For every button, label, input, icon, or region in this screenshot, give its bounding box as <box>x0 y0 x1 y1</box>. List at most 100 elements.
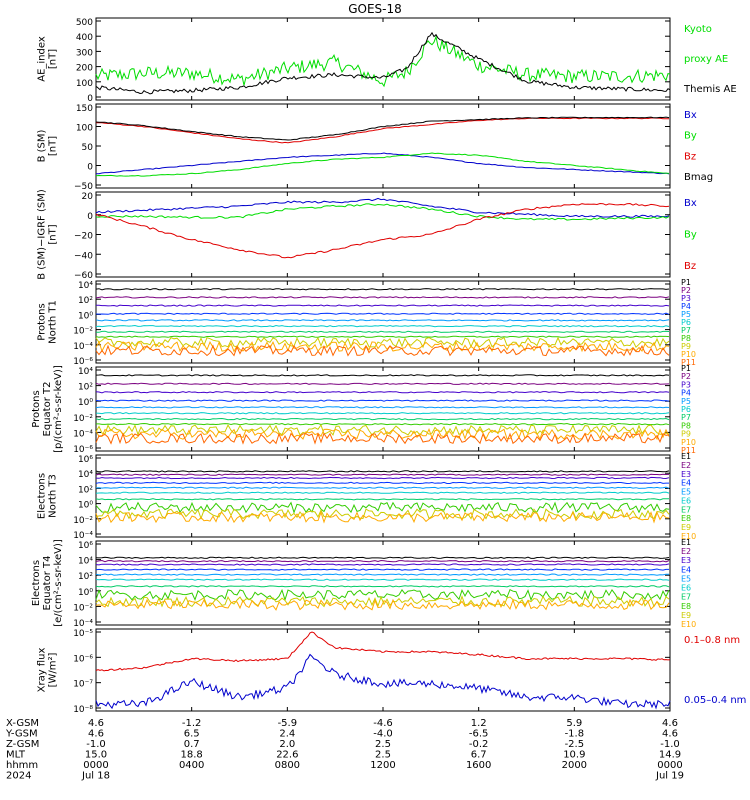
y-tick-label: 10⁻⁴ <box>73 619 93 629</box>
y-tick-label: 100 <box>76 124 93 134</box>
ephemeris-value: 0000 <box>83 760 108 771</box>
legend-entry: P11 <box>681 446 696 455</box>
series-p2 <box>95 296 670 299</box>
ephemeris-label: X-GSM <box>6 718 39 729</box>
series-p1 <box>95 288 670 291</box>
legend-entry: E1 <box>681 452 691 461</box>
ephemeris-value: Jul 19 <box>655 771 684 782</box>
ephemeris-value: 4.6 <box>662 718 678 729</box>
y-tick-label: 10⁻⁴ <box>73 531 93 541</box>
y-tick-label: 10⁻⁶ <box>73 445 93 455</box>
legend-entry: E7 <box>681 505 691 514</box>
y-tick-label: 0 <box>87 163 93 173</box>
y-tick-label: 10⁴ <box>78 367 93 377</box>
y-axis-label: [W/m²] <box>48 652 59 687</box>
legend-entry: E4 <box>681 565 691 574</box>
series-p11 <box>95 432 670 445</box>
plot-title: GOES-18 <box>348 2 402 16</box>
ephemeris-value: -2.5 <box>565 739 585 750</box>
ephemeris-value: -1.0 <box>86 739 106 750</box>
legend-entry: E10 <box>681 532 696 541</box>
legend-entry: Bx <box>684 110 697 121</box>
series-e10 <box>95 598 670 611</box>
ephemeris-label: 2024 <box>6 771 31 782</box>
series-bz <box>95 202 670 259</box>
ephemeris-label: Z-GSM <box>6 739 39 750</box>
y-tick-label: 10⁻⁵ <box>73 629 93 639</box>
legend-entry: P1 <box>681 278 691 287</box>
legend-entry: E4 <box>681 479 691 488</box>
y-axis-label: AE_index <box>37 36 48 82</box>
series-e7 <box>95 585 670 588</box>
ephemeris-value: 18.8 <box>181 750 203 761</box>
legend-entry: P4 <box>681 302 691 311</box>
series-e6 <box>95 578 670 581</box>
series-e5 <box>95 486 670 489</box>
ephemeris-value: 2.5 <box>375 750 391 761</box>
series-e8 <box>95 588 670 602</box>
y-axis-label: North T3 <box>48 474 59 518</box>
series-p8 <box>95 335 670 338</box>
series-e3 <box>95 563 670 566</box>
y-tick-label: 10⁴ <box>78 557 93 567</box>
y-axis-label: North T1 <box>48 300 59 344</box>
legend-entry: P3 <box>681 380 691 389</box>
ephemeris-value: -0.2 <box>469 739 489 750</box>
y-tick-label: 400 <box>76 33 93 43</box>
y-axis-label: Equator T2 <box>42 382 53 437</box>
y-tick-label: 10⁰ <box>78 398 93 408</box>
y-tick-label: 10⁻² <box>73 414 93 424</box>
panel-bigrf: 20 0 −20 −40 −60 B (SM)−IGRF (SM) [nT] Bx By Bz <box>37 189 697 281</box>
series-xray-0 <box>95 631 671 672</box>
series-by <box>95 152 670 177</box>
y-axis-label: Xray flux <box>37 648 48 693</box>
legend-entry: E8 <box>681 602 691 611</box>
legend-entry: P9 <box>681 342 691 351</box>
legend-entry: P8 <box>681 334 691 343</box>
y-tick-label: 10⁻⁴ <box>73 429 93 439</box>
y-tick-label: 150 <box>76 104 93 114</box>
y-axis-label: Electrons <box>37 473 48 519</box>
series-p9 <box>95 423 670 436</box>
ephemeris-table: X-GSMY-GSMZ-GSMMLThhmm20244.64.6-1.015.0… <box>5 718 684 782</box>
legend-entry: 0.05–0.4 nm <box>684 695 746 706</box>
legend-entry: Themis AE <box>683 84 737 95</box>
series-e2 <box>95 473 670 476</box>
legend-entry: E2 <box>681 461 691 470</box>
series-p10 <box>95 340 670 353</box>
legend-entry: P10 <box>681 350 696 359</box>
ephemeris-value: -6.5 <box>469 729 489 740</box>
ephemeris-value: 0800 <box>275 760 300 771</box>
ephemeris-value: 2.0 <box>279 739 295 750</box>
series-e8 <box>95 501 670 514</box>
y-tick-label: 200 <box>76 64 93 74</box>
y-tick-label: 10⁴ <box>78 281 93 291</box>
legend-entry: E1 <box>681 538 691 547</box>
series-p8 <box>96 422 670 426</box>
y-tick-label: 10² <box>78 572 93 582</box>
y-tick-label: 10⁻⁸ <box>73 705 93 715</box>
panel-et4: 10⁶ 10⁴ 10² 10⁰ 10⁻² 10⁻⁴ Electrons Equator T4[… <box>31 538 696 629</box>
legend-entry: P10 <box>681 438 696 447</box>
y-axis-label: [nT] <box>48 49 59 69</box>
y-axis-label: Protons <box>31 390 42 427</box>
series-p11 <box>95 344 670 357</box>
legend-entry: P8 <box>681 421 691 430</box>
y-tick-label: 500 <box>76 18 93 28</box>
y-tick-label: 10⁻² <box>73 603 93 613</box>
series-kyoto-proxy-ae <box>95 34 671 88</box>
panel-pt2: 10⁴ 10² 10⁰ 10⁻² 10⁻⁴ 10⁻⁶ Protons Equator T2 [p… <box>31 364 696 455</box>
y-tick-label: 10⁶ <box>78 541 93 551</box>
ephemeris-value: -5.9 <box>278 718 298 729</box>
ephemeris-value: 4.6 <box>88 729 104 740</box>
y-tick-label: −40 <box>74 251 93 261</box>
legend-entry: E3 <box>681 556 691 565</box>
series-e1 <box>95 470 670 473</box>
series-p6 <box>95 324 670 328</box>
y-tick-label: 10² <box>78 383 93 393</box>
y-tick-label: −50 <box>74 182 93 192</box>
panel-ae: 500 400 300 200 100 0 AE_index [nT] Kyoto proxy A… <box>37 17 737 104</box>
series-p7 <box>95 417 670 421</box>
ephemeris-value: 14.9 <box>659 750 681 761</box>
